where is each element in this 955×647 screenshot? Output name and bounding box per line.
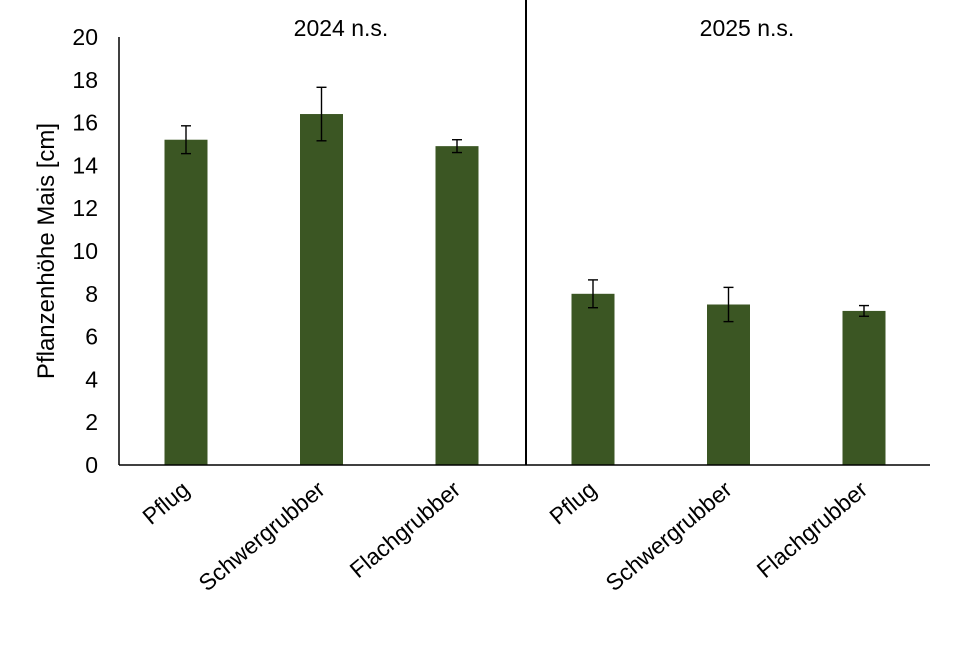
y-tick-label: 6	[85, 324, 98, 350]
y-tick-label: 16	[72, 110, 98, 136]
category-label: Pflug	[137, 476, 194, 530]
category-label: Pflug	[544, 476, 601, 530]
y-tick-label: 2	[85, 409, 98, 435]
bar-2025-flachgrubber	[842, 310, 886, 465]
group-label-2024: 2024 n.s.	[294, 15, 389, 41]
bars-layer	[164, 114, 886, 465]
error-bar	[859, 304, 869, 317]
category-labels: Pflug Schwergrubber Flachgrubber Pflug Schwe…	[137, 476, 872, 596]
error-bar	[452, 139, 462, 154]
y-tick-label: 4	[85, 366, 98, 392]
bar-2024-schwergrubber	[300, 114, 343, 465]
bar-2025-schwergrubber	[707, 304, 750, 465]
category-label: Flachgrubber	[752, 476, 873, 583]
error-bar	[181, 125, 191, 155]
error-bars-layer	[181, 86, 869, 323]
category-label: Schwergrubber	[601, 476, 737, 596]
error-bar	[588, 279, 598, 309]
y-tick-label: 10	[72, 238, 98, 264]
bar-2025-pflug	[571, 293, 615, 465]
y-tick-label: 8	[85, 281, 98, 307]
group-label-2025: 2025 n.s.	[700, 15, 795, 41]
y-tick-label: 12	[72, 195, 98, 221]
bar-2024-pflug	[164, 139, 208, 465]
y-tick-label: 14	[72, 152, 98, 178]
error-bar	[316, 86, 327, 142]
category-label: Schwergrubber	[194, 476, 330, 596]
y-axis-title: Pflanzenhöhe Mais [cm]	[33, 123, 60, 379]
y-tick-label: 0	[85, 452, 98, 478]
y-tick-labels: 0 2 4 6 8 10 12 14 16 18 20	[72, 24, 98, 478]
y-tick-label: 20	[72, 24, 98, 50]
y-tick-label: 18	[72, 67, 98, 93]
error-bar	[723, 286, 734, 323]
category-label: Flachgrubber	[345, 476, 466, 583]
bar-2024-flachgrubber	[435, 146, 479, 465]
